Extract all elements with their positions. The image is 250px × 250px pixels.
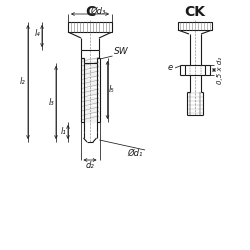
- Bar: [68, 22, 112, 32]
- Text: 0,5 x d₂: 0,5 x d₂: [217, 56, 223, 84]
- Text: d₂: d₂: [86, 160, 94, 170]
- Text: SW: SW: [114, 47, 128, 56]
- Text: l₂: l₂: [20, 78, 26, 86]
- Text: l₃: l₃: [48, 98, 54, 107]
- Text: CK: CK: [184, 5, 206, 19]
- Text: l₁: l₁: [61, 128, 67, 136]
- Bar: [178, 22, 212, 30]
- Text: e: e: [168, 64, 173, 72]
- Text: C: C: [85, 5, 95, 19]
- Text: l₅: l₅: [108, 86, 114, 94]
- Text: Ød₃: Ød₃: [90, 6, 106, 16]
- Text: Ød₁: Ød₁: [127, 148, 143, 158]
- Text: l₄: l₄: [34, 30, 40, 38]
